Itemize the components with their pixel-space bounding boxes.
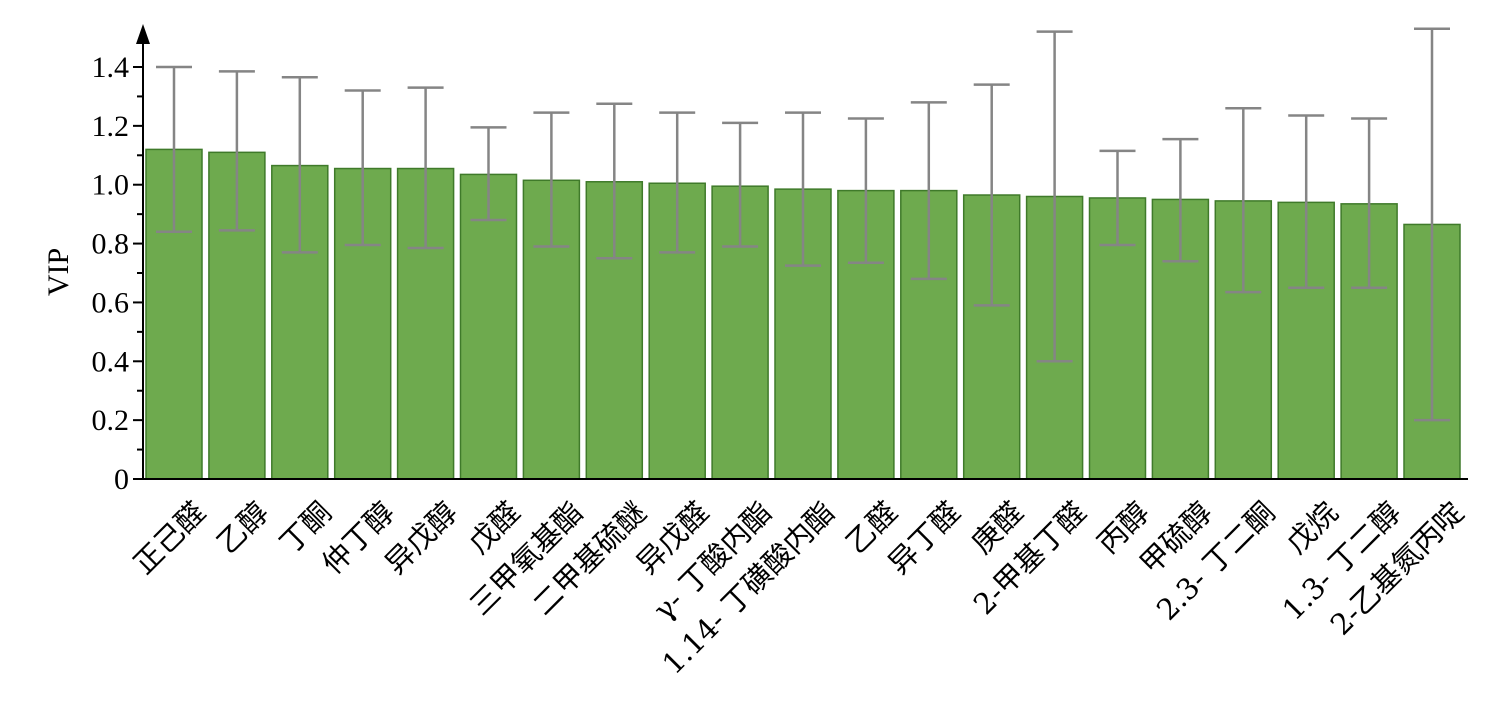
error-bar bbox=[659, 111, 696, 254]
axes bbox=[136, 24, 1468, 480]
y-tick-label: 1.0 bbox=[92, 169, 130, 202]
error-bar bbox=[218, 70, 255, 232]
error-bar bbox=[470, 126, 507, 222]
x-tick-label: 异丁醛 bbox=[881, 495, 967, 581]
y-tick-label: 1.2 bbox=[92, 110, 130, 143]
error-bar bbox=[281, 76, 318, 254]
error-bar bbox=[1036, 30, 1073, 363]
y-tick-label: 0.2 bbox=[92, 404, 130, 437]
x-tick-label: 乙醇 bbox=[210, 495, 275, 560]
error-bar bbox=[1414, 27, 1450, 422]
bar bbox=[1151, 198, 1210, 480]
error-bars-layer bbox=[156, 27, 1450, 422]
error-bar bbox=[973, 83, 1010, 307]
error-bar bbox=[156, 65, 192, 234]
y-tick-label: 0 bbox=[114, 463, 129, 496]
y-tick-label: 0.6 bbox=[92, 286, 130, 319]
error-bar bbox=[1288, 114, 1325, 289]
y-axis-label: VIP bbox=[42, 248, 75, 296]
y-tick-label: 1.4 bbox=[92, 51, 130, 84]
y-ticks: 0 0.2 0.4 0.6 0.8 1.0 1.2 1.4 bbox=[92, 51, 143, 496]
error-bar bbox=[847, 117, 884, 264]
error-bar bbox=[722, 121, 759, 248]
error-bar bbox=[1099, 149, 1136, 247]
error-bar bbox=[785, 111, 821, 267]
error-bar bbox=[910, 101, 947, 281]
y-tick-label: 0.4 bbox=[92, 345, 130, 378]
bar bbox=[459, 173, 518, 480]
error-bar bbox=[1351, 117, 1388, 289]
y-tick-label: 0.8 bbox=[92, 228, 130, 261]
error-bar bbox=[1225, 106, 1262, 294]
error-bar bbox=[533, 111, 570, 248]
error-bar bbox=[407, 86, 444, 250]
error-bar bbox=[596, 102, 633, 260]
error-bar bbox=[1162, 137, 1199, 263]
x-tick-label: 异戊醇 bbox=[378, 495, 464, 581]
x-tick-label: 正己醛 bbox=[127, 495, 213, 581]
y-axis-arrow-icon bbox=[136, 24, 150, 44]
error-bar bbox=[344, 89, 381, 247]
